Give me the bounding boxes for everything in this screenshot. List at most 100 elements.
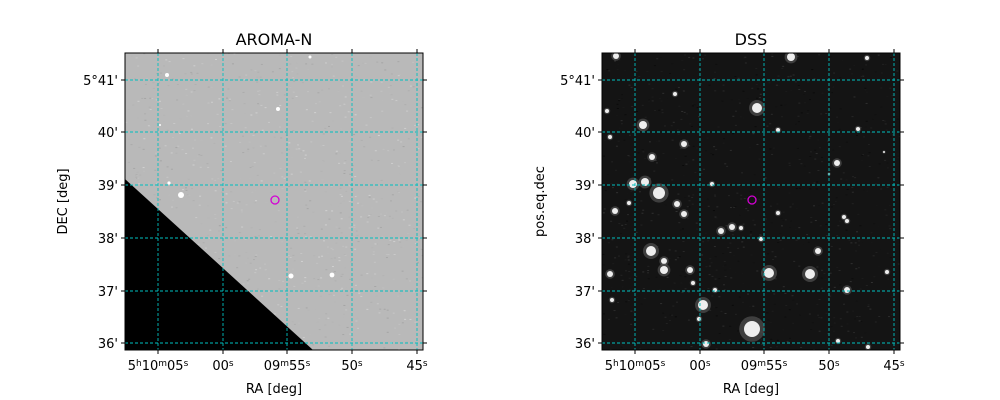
sky-noise [749,234,752,236]
sky-background [602,53,900,350]
sky-noise [621,224,624,226]
sky-noise [642,151,645,153]
sky-noise [845,141,848,143]
sky-noise [875,205,878,207]
sky-noise [895,116,898,118]
sky-noise [766,125,769,127]
sky-noise [852,310,855,312]
sky-noise [214,251,217,253]
sky-noise [711,220,714,222]
sky-noise [219,126,222,128]
sky-noise [253,162,256,164]
sky-noise [814,158,817,160]
sky-noise [283,118,286,120]
sky-noise [261,295,264,297]
sky-noise [321,89,324,91]
sky-noise [668,320,671,322]
sky-noise [845,229,848,231]
sky-noise [820,156,823,158]
star [167,181,171,185]
sky-noise [342,316,345,318]
y-tick-label: 5°41' [83,74,118,89]
sky-noise [417,124,420,126]
sky-noise [648,83,651,85]
sky-noise [703,168,706,170]
sky-noise [870,232,873,234]
sky-noise [252,147,255,149]
sky-noise [810,221,813,223]
sky-noise [840,339,843,341]
sky-noise [825,312,828,314]
sky-noise [234,240,237,242]
sky-noise [611,187,614,189]
star [865,56,869,60]
sky-noise [729,251,732,253]
sky-noise [254,190,257,192]
sky-noise [820,269,823,271]
sky-noise [692,159,695,161]
sky-noise [304,157,307,159]
sky-noise [723,284,726,286]
sky-noise [635,231,638,233]
sky-noise [641,104,644,106]
sky-noise [676,129,679,131]
sky-noise [316,321,319,323]
sky-noise [318,101,321,103]
sky-noise [856,315,859,317]
sky-noise [297,144,300,146]
sky-noise [708,265,711,267]
sky-noise [392,278,395,280]
sky-noise [624,314,627,316]
sky-noise [807,81,810,83]
sky-noise [158,147,161,149]
sky-noise [354,176,357,178]
sky-noise [624,114,627,116]
sky-noise [704,260,707,262]
sky-noise [323,183,326,185]
sky-noise [705,150,708,152]
sky-noise [790,90,793,92]
sky-noise [400,246,403,248]
sky-noise [715,315,718,317]
sky-noise [796,303,799,305]
sky-noise [714,71,717,73]
sky-noise [703,134,706,136]
star [885,270,889,274]
sky-noise [880,288,883,290]
sky-noise [612,263,615,265]
sky-noise [260,63,263,65]
sky-noise [381,100,384,102]
sky-noise [377,215,380,217]
sky-noise [417,263,420,265]
sky-noise [628,271,631,273]
sky-noise [855,268,858,270]
sky-noise [887,278,890,280]
sky-noise [395,100,398,102]
sky-noise [851,116,854,118]
sky-noise [744,207,747,209]
sky-noise [771,53,774,55]
sky-noise [738,296,741,298]
sky-noise [337,206,340,208]
sky-noise [606,68,609,70]
sky-noise [257,288,260,290]
sky-noise [171,199,174,201]
sky-noise [672,121,675,123]
sky-noise [892,134,895,136]
sky-noise [829,295,832,297]
sky-noise [230,208,233,210]
sky-noise [671,289,674,291]
sky-noise [620,123,623,125]
sky-noise [207,166,210,168]
sky-noise [818,317,821,319]
sky-noise [360,139,363,141]
sky-noise [889,257,892,259]
sky-noise [367,271,370,273]
sky-noise [771,259,774,261]
sky-noise [370,159,373,161]
sky-noise [190,91,193,93]
sky-noise [273,172,276,174]
sky-noise [397,295,400,297]
sky-noise [348,185,351,187]
sky-noise [232,79,235,81]
